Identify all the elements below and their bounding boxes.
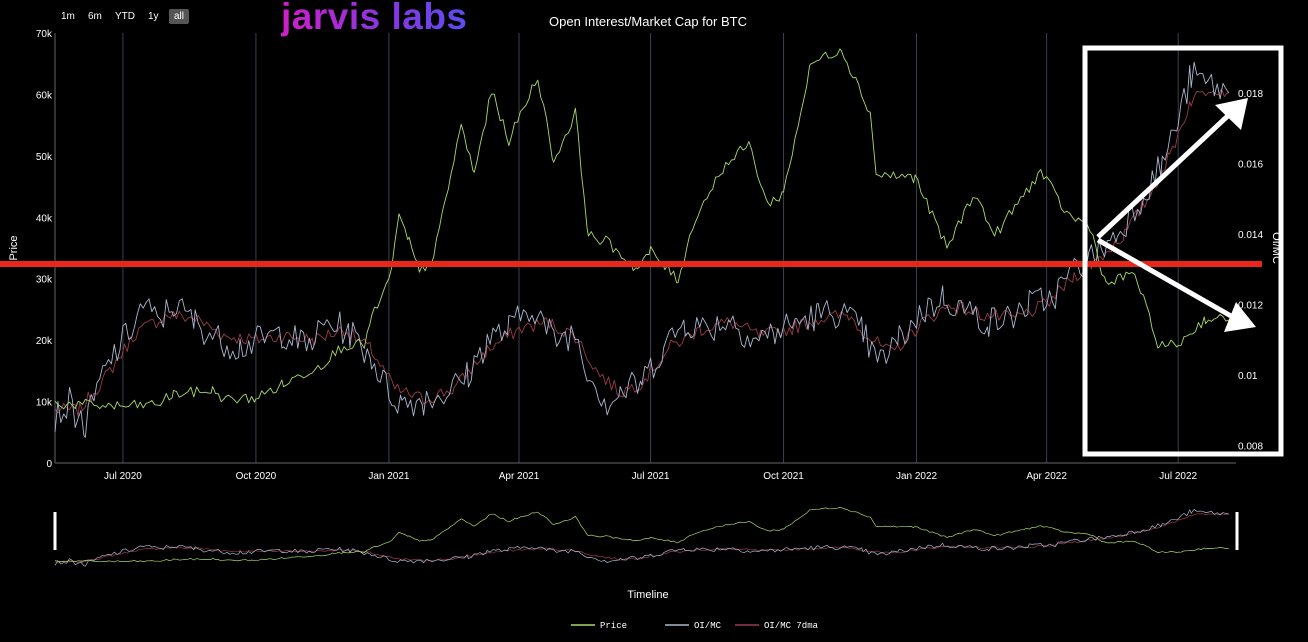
x-tick-label: Jan 2022: [896, 471, 938, 482]
series-line-oi-mc-7dma: [54, 88, 1229, 417]
navigator-line-price: [54, 507, 1229, 563]
x-tick-label: Oct 2020: [236, 471, 277, 482]
x-tick-label: Jul 2020: [104, 471, 142, 482]
y-tick-label: 70k: [36, 29, 53, 40]
range-button-1m[interactable]: 1m: [61, 11, 75, 22]
navigator-line-oi-mc-7dma: [54, 513, 1229, 564]
legend-label: OI/MC: [694, 621, 722, 631]
series-line-oi-mc: [54, 61, 1230, 438]
y2-tick-label: 0.014: [1238, 230, 1263, 241]
y2-tick-label: 0.008: [1238, 441, 1263, 452]
x-tick-label: Oct 2021: [763, 471, 804, 482]
annotation-arrow-up: [1096, 110, 1234, 239]
range-button-all[interactable]: all: [169, 9, 190, 24]
x-tick-label: Jul 2022: [1159, 471, 1197, 482]
annotation-arrowhead-down: [1224, 302, 1256, 332]
x-tick-label: Jan 2021: [368, 471, 410, 482]
x-tick-label: Apr 2021: [499, 471, 540, 482]
y-tick-label: 20k: [36, 336, 53, 347]
y-tick-label: 50k: [36, 152, 53, 163]
annotation-arrow-down: [1096, 237, 1240, 323]
y2-tick-label: 0.012: [1238, 300, 1263, 311]
annotation-box: [1082, 45, 1284, 457]
y2-tick-label: 0.016: [1238, 159, 1263, 170]
navigator-line-oi-mc: [54, 508, 1229, 567]
chart-title: Open Interest/Market Cap for BTC: [549, 14, 747, 29]
legend-label: Price: [600, 621, 627, 631]
y2-tick-label: 0.01: [1238, 371, 1258, 382]
annotation-arrowhead-up: [1215, 98, 1248, 130]
x-tick-label: Apr 2022: [1026, 471, 1067, 482]
jarvis-labs-logo: jarvis labs: [281, 0, 468, 38]
range-button-ytd[interactable]: YTD: [115, 11, 135, 22]
y-tick-label: 10k: [36, 398, 53, 409]
series-line-price: [54, 48, 1229, 410]
range-button-1y[interactable]: 1y: [148, 11, 159, 22]
x-axis-title: Timeline: [627, 589, 668, 601]
y-tick-label: 40k: [36, 213, 53, 224]
range-button-6m[interactable]: 6m: [88, 11, 102, 22]
x-tick-label: Jul 2021: [632, 471, 670, 482]
y-tick-label: 60k: [36, 90, 53, 101]
y-tick-label: 30k: [36, 275, 53, 286]
y-tick-label: 0: [46, 459, 52, 470]
legend-label: OI/MC 7dma: [764, 621, 819, 631]
y2-tick-label: 0.018: [1238, 89, 1263, 100]
y-axis-title: Price: [8, 235, 20, 260]
